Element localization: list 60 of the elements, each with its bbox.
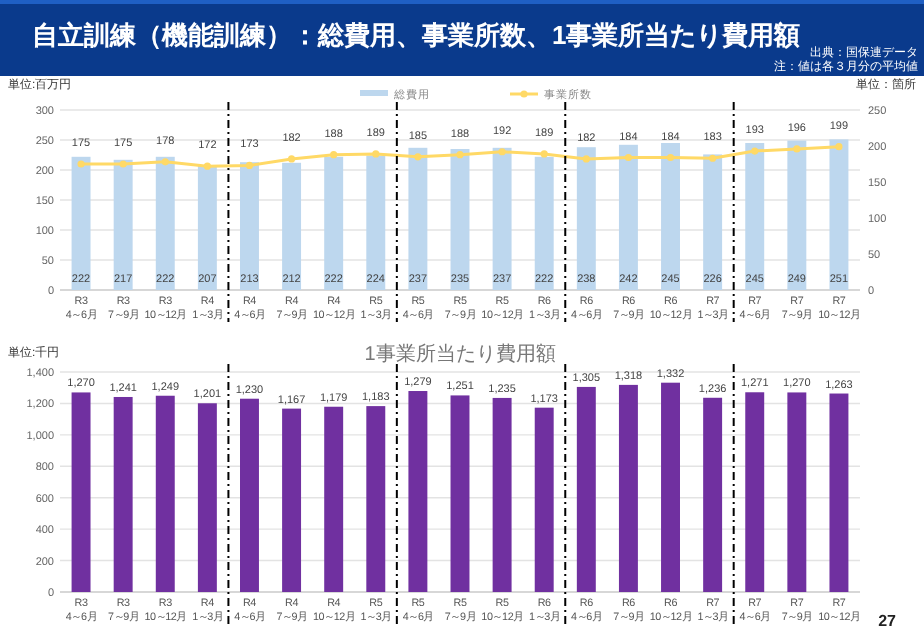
point [287, 155, 296, 163]
bar [576, 386, 596, 592]
point [245, 161, 254, 170]
bar [703, 154, 723, 290]
point [77, 160, 85, 168]
chart-title: 自立訓練（機能訓練）：総費用、事業所数、1事業所当たり費用額 [32, 20, 801, 50]
bar [618, 384, 638, 592]
bar [829, 393, 849, 592]
chart-title: 1事業所当たり費用額 [364, 342, 556, 366]
bar [492, 397, 512, 592]
bar [197, 165, 217, 290]
point [793, 145, 801, 153]
point [414, 153, 422, 161]
bar [661, 143, 680, 290]
point [203, 162, 211, 170]
point [582, 155, 590, 163]
bar [71, 392, 91, 592]
bar [240, 162, 259, 290]
point [161, 158, 169, 166]
point [372, 150, 380, 158]
bar [324, 406, 344, 592]
bar [240, 398, 259, 592]
bar [71, 156, 91, 290]
bar [113, 396, 133, 592]
point [666, 153, 675, 162]
bar [576, 147, 596, 290]
bar [492, 147, 512, 290]
point [119, 160, 127, 168]
point [540, 150, 548, 158]
point [498, 148, 506, 156]
point [456, 151, 464, 159]
bar [450, 149, 470, 290]
point [835, 143, 843, 151]
bar [745, 143, 765, 290]
bar [787, 140, 807, 290]
bar [829, 139, 849, 290]
bar [282, 408, 302, 592]
bar [787, 392, 807, 592]
bar [661, 382, 680, 592]
bar [745, 392, 765, 592]
bar [366, 155, 386, 290]
text: 27 [878, 612, 898, 630]
point [624, 153, 633, 162]
bar [366, 406, 386, 592]
bar [113, 159, 133, 290]
bar [197, 403, 217, 592]
bar [703, 397, 723, 592]
bar [618, 144, 638, 290]
bar [324, 156, 344, 290]
bar [155, 156, 175, 290]
bar [408, 391, 428, 592]
bar [282, 162, 302, 290]
bar [534, 407, 554, 592]
bar [450, 395, 470, 592]
bar [155, 395, 175, 592]
point [709, 154, 717, 162]
point [330, 151, 338, 159]
bar [408, 147, 428, 290]
point [751, 147, 759, 155]
bar [534, 156, 554, 290]
